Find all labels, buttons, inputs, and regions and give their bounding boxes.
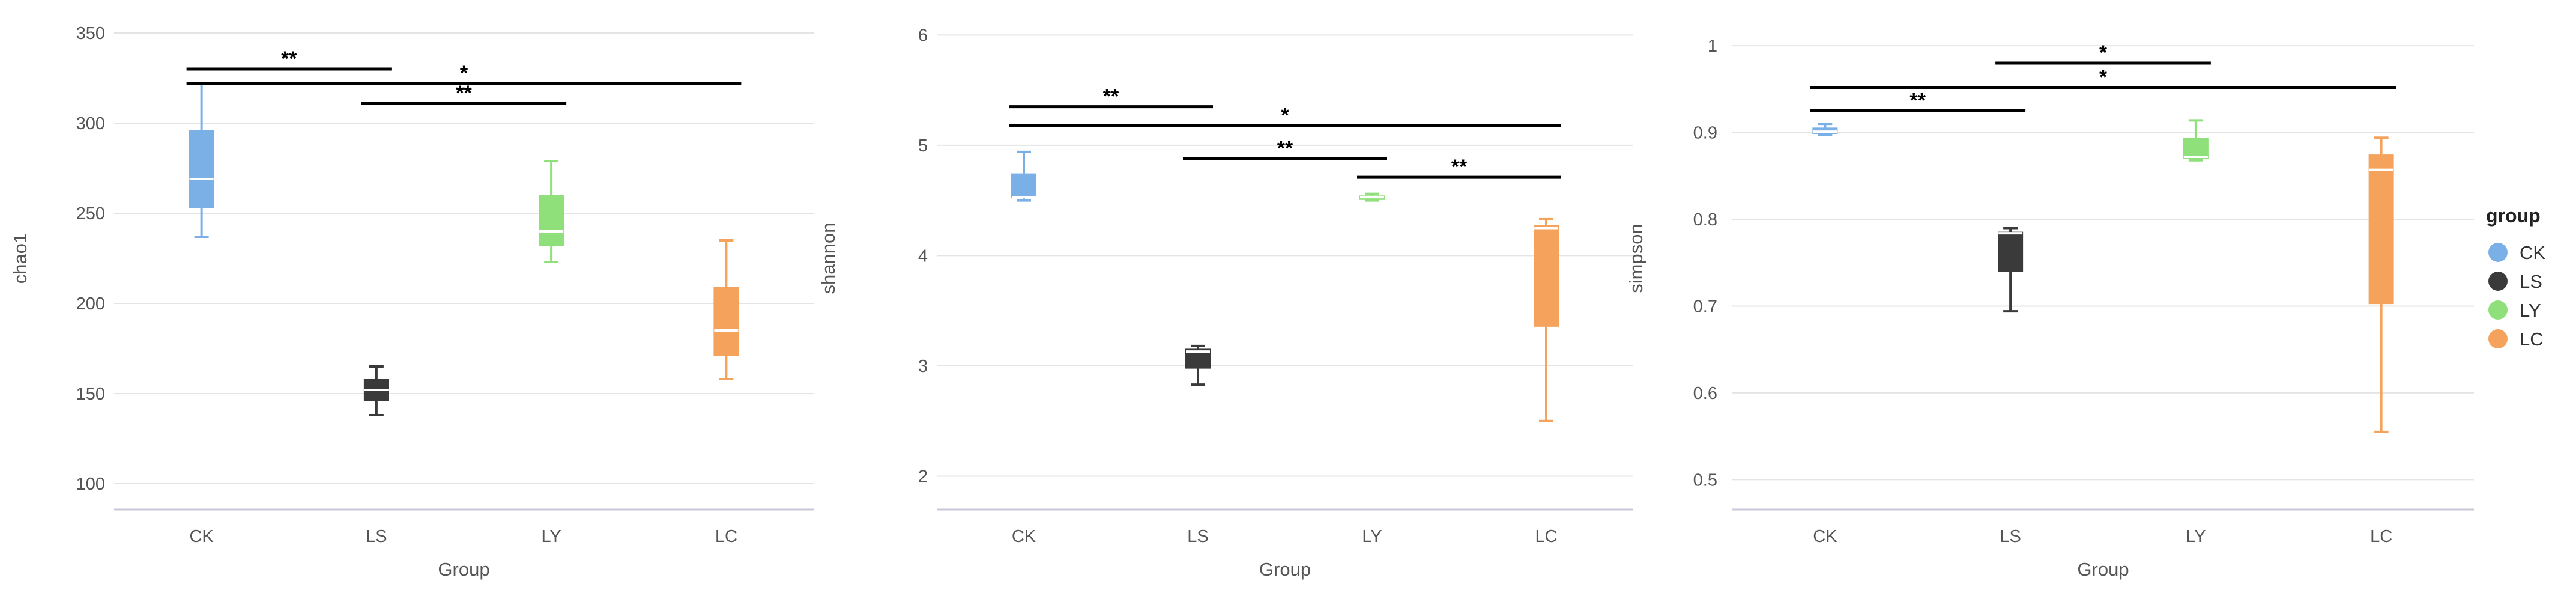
box-iqr [189, 130, 214, 208]
box-iqr [1011, 173, 1036, 198]
legend-swatch-CK [2488, 243, 2508, 262]
x-tick-label: LY [1362, 527, 1382, 546]
box-LS [363, 365, 389, 416]
significance-label: ** [1103, 85, 1119, 108]
legend-swatch-LY [2488, 300, 2508, 320]
y-tick-label: 200 [76, 294, 105, 314]
box-LY [1359, 192, 1385, 202]
x-axis-title: Group [438, 559, 489, 580]
significance-label: ** [1277, 137, 1293, 160]
box-iqr [2368, 154, 2394, 305]
box-CK [189, 82, 214, 238]
legend-label-CK: CK [2520, 242, 2545, 263]
y-tick-label: 0.9 [1693, 124, 1717, 143]
y-axis-title: shannon [818, 223, 839, 294]
x-axis-title: Group [2077, 559, 2129, 580]
legend-label-LC: LC [2520, 329, 2544, 350]
box-iqr [2183, 138, 2209, 159]
legend: group CK LS LY LC [2486, 205, 2545, 350]
x-tick-label: LY [2186, 527, 2206, 546]
x-tick-label: LC [2370, 527, 2392, 546]
box-LC [2368, 136, 2394, 433]
box-LS [1185, 344, 1211, 386]
y-tick-label: 5 [918, 136, 928, 156]
box-LC [713, 239, 739, 380]
y-tick-label: 3 [918, 357, 928, 376]
significance-label: ** [1910, 89, 1926, 112]
y-axis-title: chao1 [10, 233, 31, 284]
box-iqr [713, 287, 739, 356]
box-LS [1998, 227, 2024, 313]
box-LY [2183, 119, 2209, 162]
y-tick-label: 6 [918, 26, 928, 45]
y-tick-label: 250 [76, 204, 105, 224]
x-tick-label: LS [2000, 527, 2021, 546]
y-tick-label: 0.8 [1693, 210, 1717, 230]
y-tick-label: 1 [1708, 37, 1717, 56]
y-tick-label: 300 [76, 114, 105, 133]
y-tick-label: 350 [76, 24, 105, 43]
x-tick-label: LS [1187, 527, 1208, 546]
y-tick-label: 2 [918, 467, 928, 486]
legend-title: group [2486, 205, 2541, 227]
significance-label: * [2099, 65, 2108, 88]
x-axis-title: Group [1259, 559, 1311, 580]
box-iqr [539, 195, 564, 246]
box-CK [1011, 150, 1036, 202]
box-LY [539, 160, 564, 263]
significance-label: ** [1451, 156, 1468, 178]
box-iqr [1534, 225, 1559, 327]
y-tick-label: 150 [76, 385, 105, 404]
y-tick-label: 100 [76, 475, 105, 494]
x-tick-label: LC [1535, 527, 1557, 546]
x-tick-label: CK [1012, 527, 1036, 546]
significance-label: * [2099, 41, 2108, 64]
y-tick-label: 0.5 [1693, 470, 1717, 490]
legend-swatch-LC [2488, 329, 2508, 348]
legend-label-LS: LS [2520, 271, 2542, 292]
significance-label: ** [281, 47, 297, 70]
x-tick-label: CK [1813, 527, 1837, 546]
x-tick-label: CK [189, 527, 214, 546]
significance-label: ** [456, 82, 472, 105]
significance-label: * [1281, 104, 1289, 127]
box-LC [1534, 217, 1559, 422]
box-iqr [1998, 231, 2024, 272]
x-tick-label: LY [541, 527, 561, 546]
x-tick-label: LC [715, 527, 737, 546]
legend-swatch-LS [2488, 272, 2508, 291]
significance-label: * [460, 62, 468, 85]
y-axis-title: simpson [1625, 224, 1646, 293]
y-tick-label: 0.7 [1693, 297, 1717, 316]
x-tick-label: LS [366, 527, 387, 546]
box-CK [1812, 123, 1838, 136]
y-tick-label: 4 [918, 246, 928, 266]
legend-label-LY: LY [2520, 300, 2541, 321]
y-tick-label: 0.6 [1693, 384, 1717, 403]
